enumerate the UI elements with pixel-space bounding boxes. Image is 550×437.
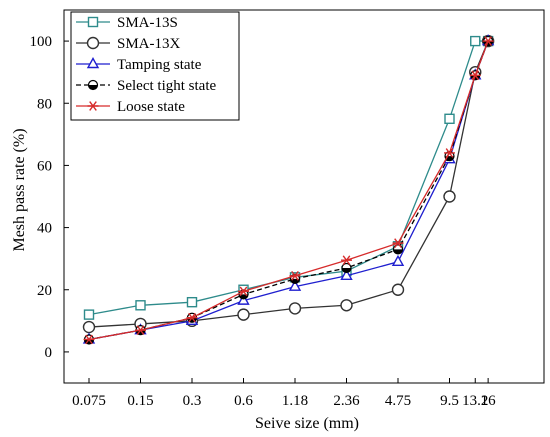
series-line: [88, 40, 489, 316]
data-point: [186, 296, 198, 308]
x-axis-label: Seive size (mm): [255, 415, 359, 432]
data-point: [237, 293, 250, 305]
data-point: [186, 312, 198, 323]
x-tick-label: 1.18: [282, 393, 308, 409]
data-point: [135, 325, 146, 335]
series-line: [88, 40, 489, 341]
data-point-fill: [393, 249, 403, 254]
series-line: [88, 40, 489, 341]
x-tick-label: 0.15: [127, 393, 153, 409]
x-tick-label: 16: [481, 393, 497, 409]
data-point: [83, 309, 95, 320]
axes: 0 20 40 60 80 100 0.075 0.15 0.3 0.6 1.18 2.36 4.75 9…: [30, 9, 545, 409]
data-point-fill: [88, 85, 98, 90]
plot-frame: [63, 9, 545, 384]
data-point-fill: [342, 267, 351, 273]
data-point: [443, 190, 456, 203]
data-point: [87, 101, 99, 111]
data-point: [86, 36, 100, 50]
data-point: [87, 16, 99, 28]
x-tick-label: 9.5: [440, 393, 459, 409]
data-point: [86, 57, 100, 69]
y-tick-label: 0: [45, 345, 53, 361]
x-tick-label: 13.2: [462, 393, 488, 409]
data-point: [82, 320, 96, 334]
series-line: [88, 40, 489, 341]
data-point: [288, 279, 302, 291]
data-point: [444, 113, 455, 124]
data-point-fill: [239, 294, 248, 299]
data-point: [340, 299, 353, 312]
data-point: [391, 283, 405, 296]
data-point-fill: [290, 278, 300, 284]
data-point: [482, 36, 494, 46]
data-point: [288, 302, 302, 315]
data-point: [289, 270, 301, 281]
series-line: [88, 40, 489, 328]
data-point: [469, 70, 481, 81]
data-point: [391, 254, 405, 266]
data-point: [83, 334, 95, 345]
y-tick-label: 80: [37, 96, 52, 112]
y-tick-label: 40: [37, 221, 52, 237]
legend-entry: Loose state: [117, 99, 185, 115]
series-4: [83, 36, 494, 345]
data-point: [341, 255, 352, 266]
legend-entry: Tamping state: [117, 57, 202, 73]
y-axis-label: Mesh pass rate (%): [11, 128, 28, 251]
y-tick-label: 100: [30, 34, 53, 50]
data-point: [237, 308, 250, 321]
data-point: [470, 35, 481, 47]
legend-entry: SMA-13S: [117, 15, 178, 31]
data-point: [392, 238, 404, 248]
series-layer: [82, 34, 495, 345]
data-point: [444, 148, 455, 158]
x-tick-label: 4.75: [385, 393, 411, 409]
x-tick-label: 0.075: [72, 393, 106, 409]
x-tick-label: 0.6: [234, 393, 253, 409]
legend: SMA-13S SMA-13X Tamping state Select tight …: [70, 11, 240, 121]
data-point: [238, 286, 249, 297]
y-tick-label: 20: [37, 283, 52, 299]
x-tick-label: 0.3: [183, 393, 202, 409]
legend-entry: Select tight state: [117, 78, 216, 94]
legend-box: [70, 11, 240, 121]
y-tick-label: 60: [37, 158, 52, 174]
x-tick-label: 2.36: [333, 393, 360, 409]
data-point: [135, 300, 146, 311]
legend-entry: SMA-13X: [117, 36, 181, 52]
data-point: [340, 268, 353, 280]
